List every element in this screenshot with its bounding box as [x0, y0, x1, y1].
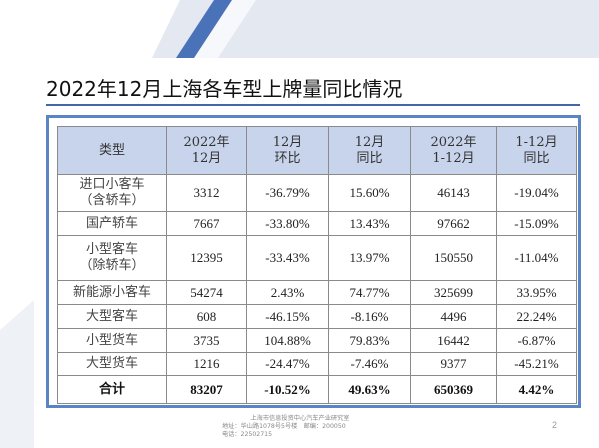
row-dec-value: 1216 — [166, 352, 247, 376]
total-yoy-value: 49.63% — [328, 375, 411, 404]
row-mom-value: 104.88% — [246, 328, 329, 353]
row-type: 大型货车 — [57, 352, 167, 376]
row-mom-value: -36.79% — [246, 174, 329, 212]
row-type: 大型客车 — [57, 304, 167, 329]
total-ytd-value: 650369 — [410, 375, 497, 404]
table-row: 新能源小客车 54274 2.43% 74.77% 325699 33.95% — [57, 280, 577, 305]
row-ytd-yoy-value: -6.87% — [496, 328, 577, 353]
row-dec-value: 12395 — [166, 235, 247, 281]
row-type: 新能源小客车 — [57, 280, 167, 305]
row-mom-value: 2.43% — [246, 280, 329, 305]
header-stripe — [194, 0, 256, 58]
page-number: 2 — [552, 420, 558, 430]
row-dec-value: 608 — [166, 304, 247, 329]
row-yoy-value: 79.83% — [328, 328, 411, 353]
row-ytd-value: 9377 — [410, 352, 497, 376]
table-frame: 类型 2022年 12月 12月 环比 12月 同比 2022年 1-12月 1-12月… — [46, 115, 581, 408]
row-dec-value: 3312 — [166, 174, 247, 212]
header-type: 类型 — [57, 126, 167, 175]
table-row: 小型货车 3735 104.88% 79.83% 16442 -6.87% — [57, 328, 577, 353]
row-dec-value: 7667 — [166, 211, 247, 236]
row-ytd-value: 150550 — [410, 235, 497, 281]
header-dec-2022: 2022年 12月 — [166, 126, 247, 175]
total-label: 合计 — [57, 375, 167, 404]
header-dec-mom: 12月 环比 — [246, 126, 329, 175]
header-ytd-2022: 2022年 1-12月 — [410, 126, 497, 175]
row-ytd-value: 97662 — [410, 211, 497, 236]
row-ytd-yoy-value: -11.04% — [496, 235, 577, 281]
row-mom-value: -33.43% — [246, 235, 329, 281]
row-type: 小型客车 （除轿车） — [57, 235, 167, 281]
slide-title: 2022年12月上海各车型上牌量同比情况 — [46, 77, 403, 101]
row-ytd-yoy-value: -45.21% — [496, 352, 577, 376]
row-mom-value: -46.15% — [246, 304, 329, 329]
table-row: 国产轿车 7667 -33.80% 13.43% 97662 -15.09% — [57, 211, 577, 236]
total-ytd-yoy-value: 4.42% — [496, 375, 577, 404]
row-yoy-value: 15.60% — [328, 174, 411, 212]
header-dec-yoy: 12月 同比 — [328, 126, 411, 175]
table-row: 大型货车 1216 -24.47% -7.46% 9377 -45.21% — [57, 352, 577, 376]
row-ytd-yoy-value: 22.24% — [496, 304, 577, 329]
table-row: 小型客车 （除轿车） 12395 -33.43% 13.97% 150550 -1… — [57, 235, 577, 281]
row-yoy-value: -7.46% — [328, 352, 411, 376]
row-mom-value: -24.47% — [246, 352, 329, 376]
table-row: 大型客车 608 -46.15% -8.16% 4496 22.24% — [57, 304, 577, 329]
table-row: 进口小客车 （含轿车） 3312 -36.79% 15.60% 46143 -19… — [57, 174, 577, 212]
row-mom-value: -33.80% — [246, 211, 329, 236]
row-ytd-value: 16442 — [410, 328, 497, 353]
row-type: 小型货车 — [57, 328, 167, 353]
row-ytd-yoy-value: 33.95% — [496, 280, 577, 305]
row-ytd-yoy-value: -15.09% — [496, 211, 577, 236]
row-type: 进口小客车 （含轿车） — [57, 174, 167, 212]
row-dec-value: 54274 — [166, 280, 247, 305]
footer-org: 上海市信息投资中心汽车产业研究室 — [250, 415, 350, 422]
footer-address: 地址：华山路1078号5号楼 邮编：200050 — [222, 423, 346, 430]
row-yoy-value: 74.77% — [328, 280, 411, 305]
row-ytd-value: 4496 — [410, 304, 497, 329]
row-yoy-value: 13.97% — [328, 235, 411, 281]
header-ytd-yoy: 1-12月 同比 — [496, 126, 577, 175]
table-header-row: 类型 2022年 12月 12月 环比 12月 同比 2022年 1-12月 1-12月… — [57, 126, 577, 175]
footer-phone: 电话：22502715 — [222, 431, 273, 438]
header-band — [152, 0, 599, 58]
registration-table: 类型 2022年 12月 12月 环比 12月 同比 2022年 1-12月 1-12月… — [57, 126, 577, 404]
total-mom-value: -10.52% — [246, 375, 329, 404]
footer-contact: 上海市信息投资中心汽车产业研究室 地址：华山路1078号5号楼 邮编：20005… — [200, 415, 400, 439]
accent-bar — [176, 0, 232, 58]
row-yoy-value: -8.16% — [328, 304, 411, 329]
table-total-row: 合计 83207 -10.52% 49.63% 650369 4.42% — [57, 375, 577, 404]
title-underline — [46, 104, 580, 106]
row-ytd-value: 325699 — [410, 280, 497, 305]
row-ytd-value: 46143 — [410, 174, 497, 212]
left-shade — [0, 300, 34, 448]
total-dec-value: 83207 — [166, 375, 247, 404]
row-ytd-yoy-value: -19.04% — [496, 174, 577, 212]
row-type: 国产轿车 — [57, 211, 167, 236]
row-dec-value: 3735 — [166, 328, 247, 353]
row-yoy-value: 13.43% — [328, 211, 411, 236]
